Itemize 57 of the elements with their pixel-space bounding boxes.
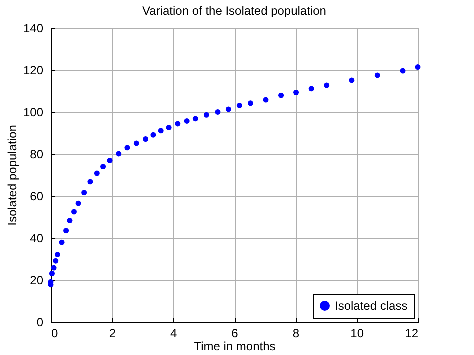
- y-tick-label: 140: [23, 22, 44, 36]
- x-axis-title: Time in months: [194, 340, 276, 354]
- point: [324, 82, 330, 88]
- point: [143, 136, 149, 142]
- point: [236, 102, 242, 108]
- point: [82, 190, 88, 196]
- point: [294, 90, 300, 96]
- x-tick-label: 10: [350, 326, 364, 340]
- x-tick-label: 12: [405, 326, 419, 340]
- point: [349, 78, 355, 84]
- point: [150, 132, 156, 138]
- point: [158, 128, 164, 134]
- point: [67, 218, 73, 224]
- x-tick-label: 4: [170, 326, 178, 340]
- point: [248, 100, 254, 106]
- point: [100, 164, 106, 170]
- x-tick-label: 6: [232, 326, 239, 340]
- x-tick-label: 2: [109, 326, 116, 340]
- y-tick-label: 80: [30, 148, 44, 162]
- point: [53, 258, 59, 264]
- legend-label: Isolated class: [335, 299, 408, 313]
- point: [204, 112, 210, 118]
- point: [215, 109, 221, 115]
- point: [72, 209, 77, 215]
- point: [107, 158, 113, 164]
- y-axis-title: Isolated population: [5, 125, 20, 226]
- point: [308, 86, 314, 92]
- y-tick-label: 120: [23, 64, 44, 78]
- point: [76, 200, 82, 206]
- point: [88, 179, 94, 185]
- point: [64, 228, 70, 234]
- chart-title: Variation of the Isolated population: [142, 4, 326, 18]
- point: [184, 118, 190, 124]
- point: [166, 125, 172, 130]
- y-tick-label: 100: [23, 106, 44, 120]
- y-tick-label: 40: [30, 232, 44, 246]
- point: [175, 121, 181, 127]
- point: [415, 64, 421, 70]
- y-tick-label: 0: [36, 316, 44, 330]
- point: [192, 116, 198, 122]
- point: [59, 240, 65, 246]
- point: [51, 265, 57, 271]
- point: [134, 140, 140, 146]
- point: [54, 252, 60, 258]
- point: [49, 270, 55, 276]
- point: [374, 72, 380, 78]
- y-tick-label: 20: [30, 274, 44, 288]
- x-tick-label: 0: [52, 326, 58, 340]
- point: [226, 106, 232, 112]
- point: [278, 92, 284, 98]
- x-tick-label: 8: [292, 326, 300, 340]
- point: [263, 97, 269, 103]
- y-tick-label: 60: [30, 190, 44, 204]
- point: [124, 145, 130, 151]
- point: [116, 151, 122, 157]
- point: [94, 170, 100, 176]
- point: [400, 68, 406, 74]
